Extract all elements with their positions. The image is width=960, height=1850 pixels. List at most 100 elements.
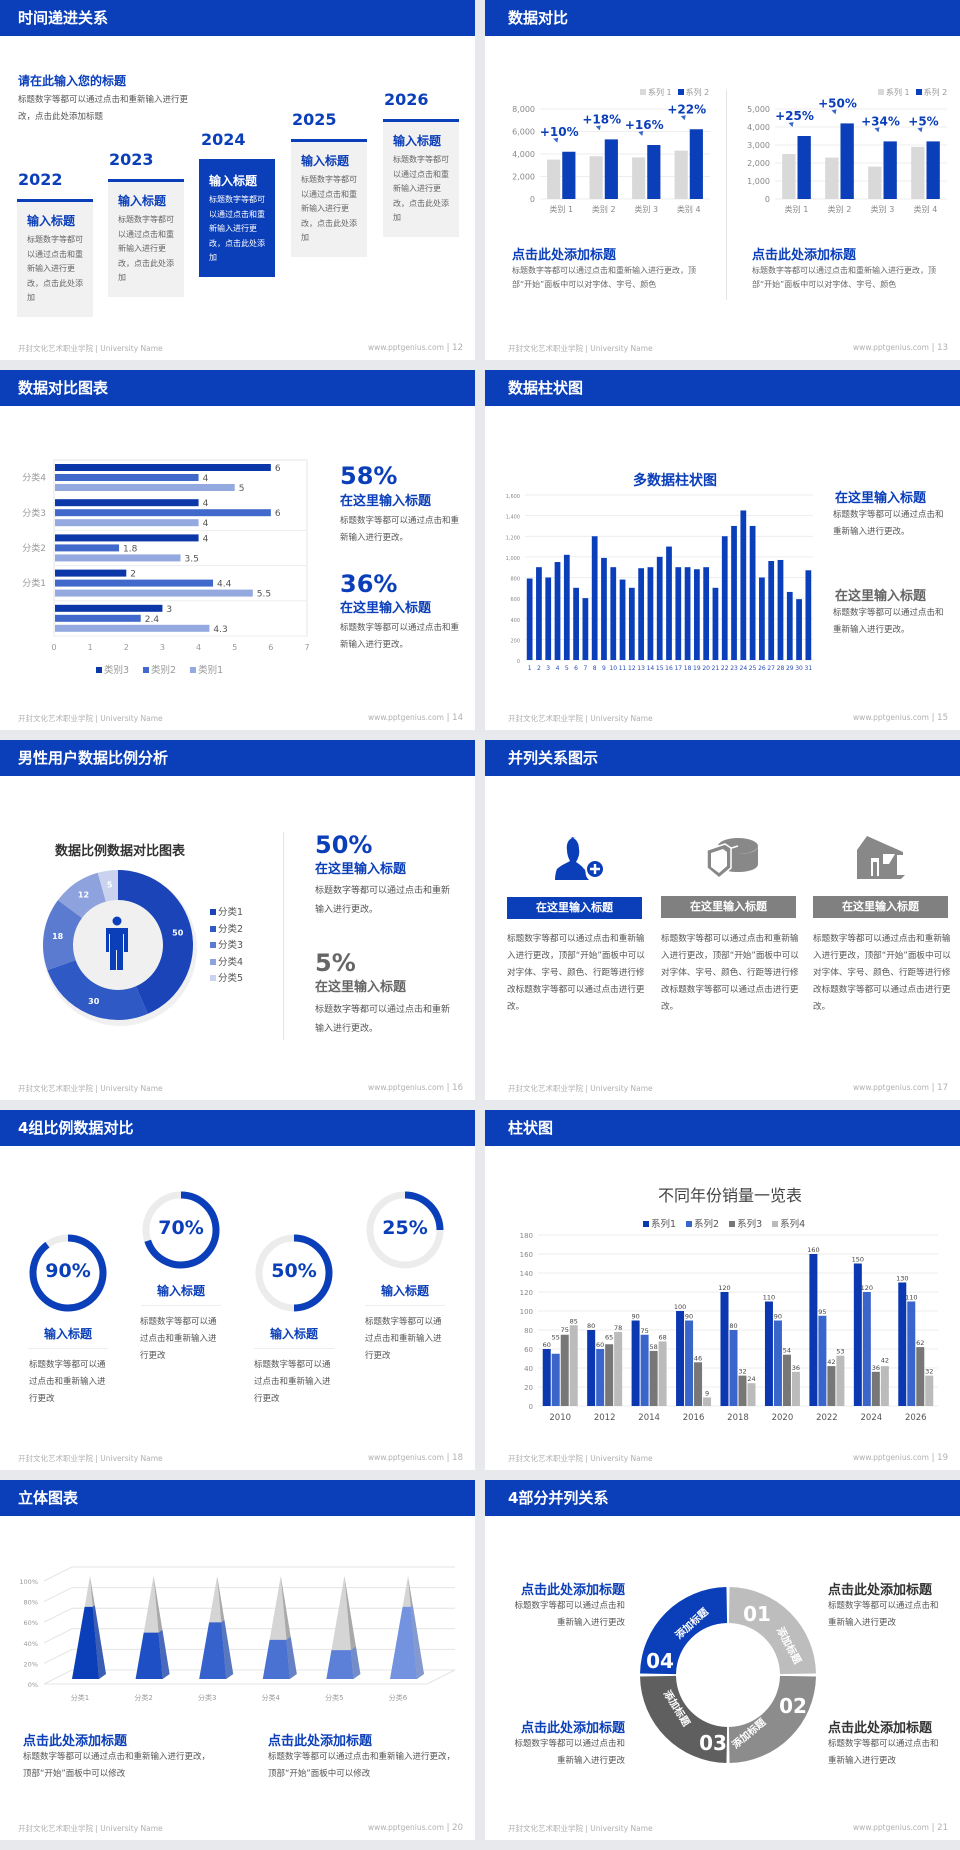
data-label: 120 — [861, 1284, 873, 1292]
x-tick-label: 2012 — [594, 1413, 616, 1423]
slice-label: 18 — [52, 932, 64, 941]
y-tick-label: 分类3 — [22, 507, 46, 519]
cycle-segment[interactable] — [728, 1587, 816, 1675]
floor-line — [44, 1669, 456, 1685]
bar — [926, 141, 940, 199]
ring-progress — [144, 1191, 220, 1269]
data-label: 80 — [587, 1322, 595, 1330]
cycle-segment[interactable] — [728, 1675, 816, 1763]
block-heading: 点击此处添加标题 — [828, 1583, 933, 1598]
column-title-button[interactable]: 在这里输入标题 — [813, 896, 948, 918]
item-text: 标题数字等都可以通过点击和重新输入进行更改。 — [833, 608, 944, 635]
x-tick-label: 6 — [268, 643, 273, 652]
y-tick-label: 140 — [520, 1270, 533, 1278]
ring-percent: 90% — [45, 1260, 91, 1282]
cycle-segment[interactable] — [640, 1675, 728, 1763]
column-title-button[interactable]: 在这里输入标题 — [507, 897, 642, 919]
y-tick-label: 400 — [510, 618, 520, 624]
section-text: 标题数字等都可以通过点击和重新输入进行更改，顶部“开始”面板中可以修改 — [268, 1752, 456, 1779]
chart-title: 多数据柱状图 — [633, 473, 717, 489]
data-label: 4.4 — [217, 580, 232, 590]
legend-item: 系列 2 — [915, 87, 947, 98]
y-tick-label: 1,000 — [506, 556, 520, 562]
bar — [883, 141, 897, 199]
x-tick-label: 类别 2 — [592, 204, 616, 214]
data-label: 32 — [925, 1368, 933, 1376]
bar — [818, 1315, 827, 1406]
horizontal-bar-chart: 3 2.4 4.3 2 4.4 5.5 分类1 4 1.8 3.5 分类2 4 6 4 分类3 6 4 5 分类4 0… — [22, 459, 310, 652]
card-text: 标题数字等都可以通过点击和重新输入进行更改，点击此处添加 — [209, 195, 265, 262]
pyramid-value — [326, 1650, 354, 1679]
pyramid-value — [262, 1639, 290, 1679]
growth-label: +25% — [775, 109, 814, 123]
cycle-segment[interactable] — [640, 1587, 728, 1675]
footer-school: 开封文化艺术职业学院 | University Name — [508, 1824, 653, 1833]
segment-number: 03 — [699, 1731, 727, 1755]
x-tick-label: 4 — [196, 643, 201, 652]
bar — [782, 1354, 791, 1406]
page-number: 12 — [444, 343, 463, 353]
bar — [916, 1347, 925, 1406]
data-label: 80 — [729, 1322, 737, 1330]
slide-title: 数据对比图表 — [0, 370, 475, 406]
x-tick-label: 2 — [537, 665, 541, 672]
stat-value: 58% — [340, 462, 398, 490]
footer-url: www.pptgenius.com — [853, 713, 929, 722]
bar — [55, 474, 199, 481]
growth-label: +16% — [625, 118, 664, 132]
x-tick-label: 16 — [665, 665, 673, 672]
bar — [731, 525, 737, 660]
x-tick-label: 11 — [619, 665, 627, 672]
bar — [631, 1320, 640, 1406]
legend-item: 系列1 — [643, 1216, 676, 1230]
timeline-card-active[interactable]: 输入标题 标题数字等都可以通过点击和重新输入进行更改，点击此处添加 — [199, 159, 275, 277]
data-label: 4 — [203, 534, 209, 544]
growth-label: +10% — [540, 125, 579, 139]
card-text: 标题数字等都可以通过点击和重新输入进行更改，点击此处添加 — [27, 235, 83, 302]
x-tick-label: 2018 — [727, 1413, 749, 1423]
section-text: 标题数字等都可以通过点击和重新输入进行更改，顶部“开始”面板中可以修改 — [23, 1752, 211, 1779]
bar — [777, 559, 784, 660]
stat-text: 标题数字等都可以通过点击和重新输入进行更改。 — [315, 886, 451, 915]
bar — [610, 567, 617, 660]
data-label: 2.4 — [145, 615, 160, 625]
growth-label: +34% — [861, 114, 900, 128]
timeline-card[interactable]: 输入标题 标题数字等都可以通过点击和重新输入进行更改，点击此处添加 — [108, 179, 184, 297]
section-heading: 点击此处添加标题 — [752, 248, 857, 263]
y-tick-label: 分类1 — [22, 577, 46, 589]
bar — [684, 567, 691, 660]
bar — [676, 1311, 685, 1406]
y-tick-label: 0 — [529, 1403, 533, 1411]
slide-title: 4部分并列关系 — [485, 1480, 960, 1516]
arrow-up-right-icon — [589, 125, 601, 136]
bar — [764, 1301, 773, 1406]
timeline-card[interactable]: 输入标题 标题数字等都可以通过点击和重新输入进行更改，点击此处添加 — [383, 119, 459, 237]
x-tick-label: 27 — [767, 665, 775, 672]
y-tick-label: 160 — [520, 1251, 533, 1259]
timeline-card[interactable]: 输入标题 标题数字等都可以通过点击和重新输入进行更改，点击此处添加 — [291, 139, 367, 257]
timeline-card[interactable]: 输入标题 标题数字等都可以通过点击和重新输入进行更改，点击此处添加 — [17, 199, 93, 317]
data-label: 150 — [852, 1256, 864, 1264]
bar — [836, 1355, 845, 1406]
page-number: 16 — [444, 1083, 463, 1093]
pyramid-value-side — [221, 1620, 234, 1679]
block-text: 标题数字等都可以通过点击和重新输入进行更改 — [828, 1739, 939, 1766]
arrow-up-right-icon — [825, 109, 837, 120]
data-label: 85 — [570, 1317, 578, 1325]
page-number: 17 — [929, 1083, 948, 1093]
column-title-button[interactable]: 在这里输入标题 — [661, 896, 796, 918]
bar — [589, 156, 603, 199]
year-label: 2023 — [109, 150, 154, 169]
pyramid-value — [135, 1632, 163, 1679]
bar — [649, 1350, 658, 1406]
slide-20: 立体图表 0% 20% 40% 60% 80% 100% 分类1 分类2 分类3 分类4 分类5 分类… — [0, 1480, 475, 1840]
legend-item: 分类4 — [210, 955, 243, 972]
bar — [55, 509, 271, 517]
slide-title: 数据柱状图 — [485, 370, 960, 406]
data-label: 55 — [552, 1334, 560, 1342]
stat-heading: 在这里输入标题 — [315, 862, 407, 877]
x-tick-label: 30 — [795, 665, 803, 672]
data-label: 24 — [747, 1375, 755, 1383]
bar — [647, 145, 661, 199]
x-tick-label: 4 — [556, 665, 560, 672]
